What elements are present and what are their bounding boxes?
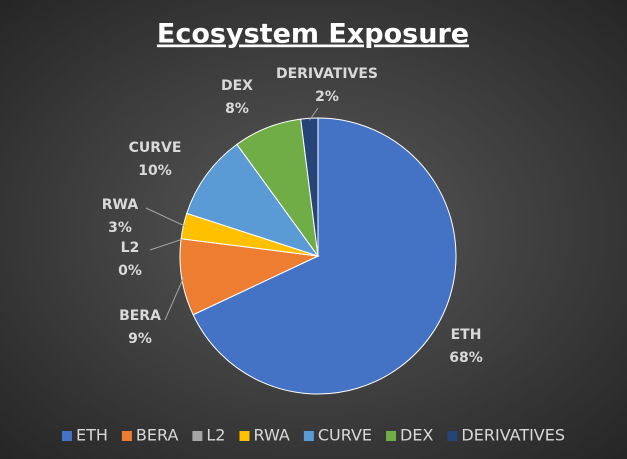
legend-label: BERA bbox=[136, 426, 179, 445]
data-label-value: 8% bbox=[225, 101, 249, 117]
data-label-value: 3% bbox=[108, 220, 132, 236]
pie-slice bbox=[192, 117, 457, 395]
data-label-value: 10% bbox=[138, 163, 172, 179]
legend-swatch bbox=[386, 431, 397, 441]
data-label-category: DEX bbox=[221, 78, 253, 94]
data-label-value: 2% bbox=[315, 89, 339, 105]
legend-swatch bbox=[192, 431, 203, 441]
legend-label: L2 bbox=[206, 426, 225, 445]
leader-line bbox=[309, 107, 319, 121]
leader-line bbox=[164, 277, 185, 321]
legend-label: RWA bbox=[253, 426, 289, 445]
data-label-category: DERIVATIVES bbox=[276, 66, 378, 82]
data-label-category: BERA bbox=[119, 308, 161, 324]
data-label-category: ETH bbox=[451, 327, 482, 343]
legend-swatch bbox=[61, 431, 72, 441]
leader-line bbox=[145, 207, 186, 227]
legend-swatch bbox=[121, 431, 132, 441]
data-label-category: RWA bbox=[102, 197, 139, 213]
legend-swatch bbox=[239, 431, 250, 441]
pie-slice bbox=[186, 143, 320, 257]
legend-label: CURVE bbox=[318, 426, 372, 445]
legend-swatch bbox=[303, 431, 314, 441]
pie-slice bbox=[300, 117, 319, 257]
legend-label: ETH bbox=[76, 426, 108, 445]
legend-label: DEX bbox=[400, 426, 433, 445]
data-label-value: 68% bbox=[449, 350, 483, 366]
data-label-category: CURVE bbox=[129, 140, 182, 156]
legend-label: DERIVATIVES bbox=[461, 426, 565, 445]
chart-title: Ecosystem Exposure bbox=[157, 19, 469, 50]
data-label-category: L2 bbox=[121, 240, 140, 256]
legend-swatch bbox=[447, 431, 458, 441]
data-label-value: 9% bbox=[128, 331, 152, 347]
leader-line bbox=[149, 238, 184, 251]
data-label-value: 0% bbox=[118, 263, 142, 279]
